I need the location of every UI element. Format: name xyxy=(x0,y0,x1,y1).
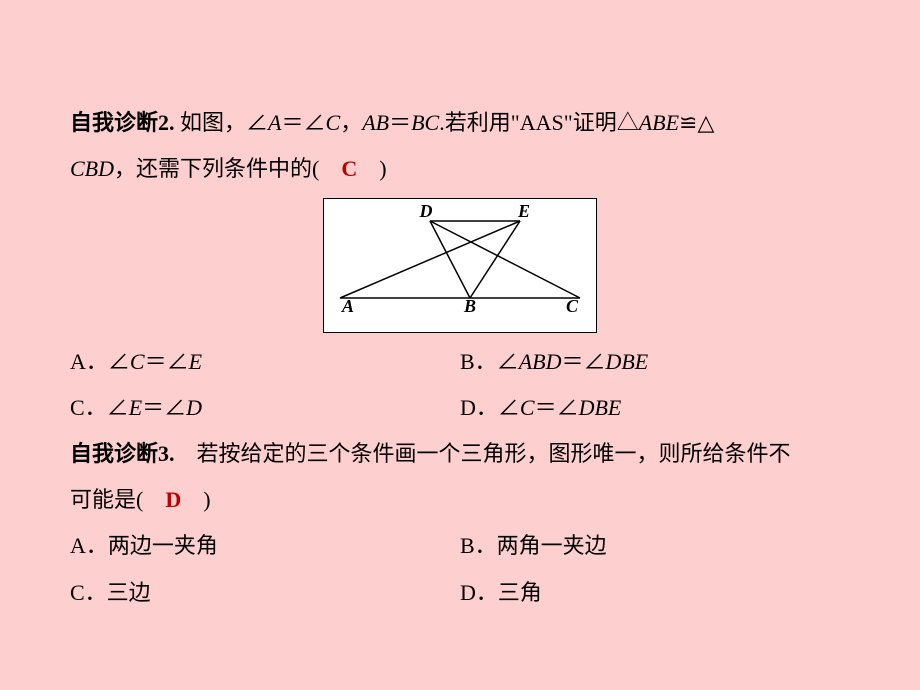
q3-line1: 若按给定的三个条件画一个三角形，图形唯一，则所给条件不 xyxy=(175,441,791,466)
svg-text:B: B xyxy=(463,296,476,313)
q2-label: 自我诊断2. xyxy=(70,110,175,135)
q3-line2b: ) xyxy=(181,487,210,512)
q2-b-i2: DBE xyxy=(605,349,648,374)
q2-AB: AB xyxy=(362,110,389,135)
q2-a-pre: A．∠ xyxy=(70,349,130,374)
q3-label: 自我诊断3. xyxy=(70,441,175,466)
q2-CBD: CBD xyxy=(70,156,114,181)
q2-cong: ≌△ xyxy=(679,110,714,135)
q2-ABE: ABE xyxy=(639,110,679,135)
q2-answer: C xyxy=(341,156,357,181)
q2-c-mid: ＝∠ xyxy=(142,395,186,420)
q2-option-b: B．∠ABD＝∠DBE xyxy=(460,339,850,385)
q2-C: C xyxy=(326,110,341,135)
q2-a-i1: C xyxy=(130,349,145,374)
q2-b-i1: ABD xyxy=(519,349,562,374)
q3-options: A．两边一夹角 B．两角一夹边 C．三边 D．三角 xyxy=(70,523,850,615)
q2-d-mid: ＝∠ xyxy=(535,395,579,420)
q2-eq1: ＝∠ xyxy=(281,110,325,135)
q2-figure: A C B D E xyxy=(323,198,597,332)
q3-option-c: C．三边 xyxy=(70,570,460,616)
q2-options: A．∠C＝∠E B．∠ABD＝∠DBE C．∠E＝∠D D．∠C＝∠DBE xyxy=(70,339,850,431)
q2-d-i2: DBE xyxy=(579,395,622,420)
svg-text:E: E xyxy=(517,203,530,221)
q3-stem: 自我诊断3. 若按给定的三个条件画一个三角形，图形唯一，则所给条件不 可能是( … xyxy=(70,431,850,523)
q2-option-d: D．∠C＝∠DBE xyxy=(460,385,850,431)
q2-option-c: C．∠E＝∠D xyxy=(70,385,460,431)
q3-answer: D xyxy=(165,487,181,512)
q2-c-i1: E xyxy=(129,395,142,420)
q2-text: 如图，∠ xyxy=(175,110,269,135)
q2-comma1: ， xyxy=(340,110,362,135)
q2-d-pre: D．∠ xyxy=(460,395,520,420)
q2-figure-wrap: A C B D E xyxy=(70,198,850,332)
q2-c-pre: C．∠ xyxy=(70,395,129,420)
q2-text-b: 若利用"AAS"证明△ xyxy=(445,110,639,135)
svg-text:D: D xyxy=(419,203,433,221)
q2-BC: BC xyxy=(411,110,439,135)
q3-option-a: A．两边一夹角 xyxy=(70,523,460,569)
q3-option-b: B．两角一夹边 xyxy=(460,523,850,569)
q2-stem: 自我诊断2. 如图，∠A＝∠C，AB＝BC.若利用"AAS"证明△ABE≌△ C… xyxy=(70,100,850,192)
svg-text:C: C xyxy=(566,296,579,313)
q2-A: A xyxy=(268,110,281,135)
q2-line2b: ) xyxy=(357,156,386,181)
q2-b-pre: B．∠ xyxy=(460,349,519,374)
q2-a-i2: E xyxy=(189,349,202,374)
q2-d-i1: C xyxy=(520,395,535,420)
triangle-diagram: A C B D E xyxy=(330,203,590,313)
page-content: 自我诊断2. 如图，∠A＝∠C，AB＝BC.若利用"AAS"证明△ABE≌△ C… xyxy=(0,0,920,656)
q2-c-i2: D xyxy=(186,395,202,420)
q2-eq2: ＝ xyxy=(389,110,411,135)
q2-a-mid: ＝∠ xyxy=(145,349,189,374)
q2-option-a: A．∠C＝∠E xyxy=(70,339,460,385)
svg-text:A: A xyxy=(341,296,354,313)
q3-line2a: 可能是( xyxy=(70,487,165,512)
q2-line2a: ，还需下列条件中的( xyxy=(114,156,341,181)
q3-option-d: D．三角 xyxy=(460,570,850,616)
q2-b-mid: ＝∠ xyxy=(561,349,605,374)
